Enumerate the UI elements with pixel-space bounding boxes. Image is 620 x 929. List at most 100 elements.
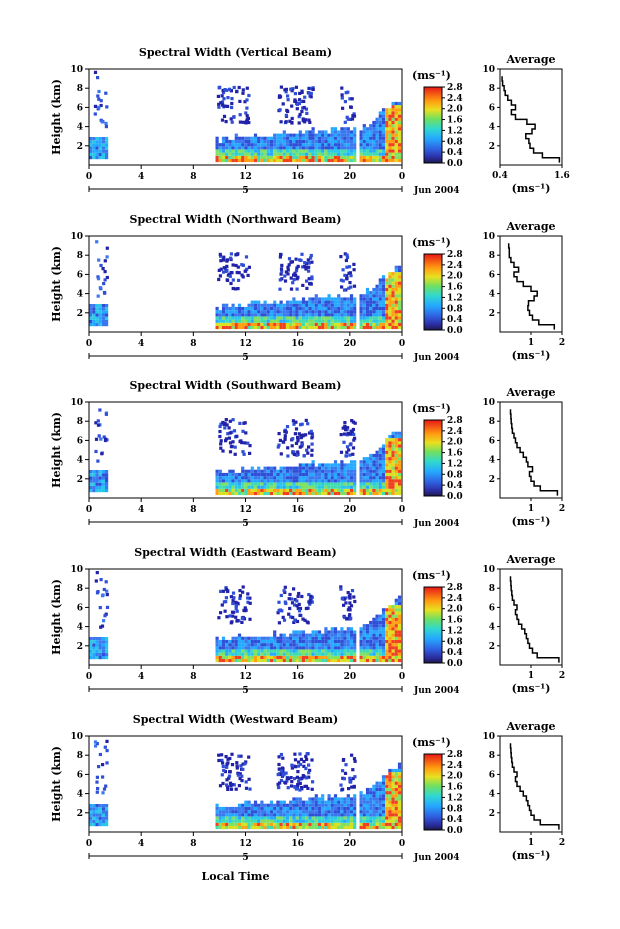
heatmap-cell (234, 316, 238, 320)
heatmap-cell (105, 146, 109, 150)
heatmap-cell (282, 639, 286, 644)
heatmap-cell (385, 438, 389, 442)
heatmap-cell (295, 646, 299, 650)
heatmap-cell (375, 825, 379, 830)
heatmap-cell (340, 127, 344, 131)
heatmap-cell (98, 807, 102, 811)
heatmap-cell (359, 488, 363, 492)
heatmap-cell (99, 263, 103, 268)
heatmap-cell (282, 655, 286, 659)
heatmap-cell (244, 143, 248, 147)
heatmap-cell (327, 797, 331, 801)
heatmap-cell (345, 445, 350, 449)
heatmap-cell (369, 124, 373, 128)
heatmap-cell (375, 306, 379, 311)
heatmap-cell (237, 784, 241, 788)
heatmap-cell (234, 133, 238, 137)
heatmap-cell (378, 800, 382, 804)
heatmap-cell (311, 149, 315, 153)
heatmap-cell (273, 300, 277, 304)
heatmap-cell (321, 297, 325, 301)
heatmap-cell (330, 319, 334, 323)
heatmap-cell (309, 91, 313, 95)
heatmap-cell (221, 316, 226, 320)
heatmap-cell (330, 130, 334, 134)
heatmap-cell (343, 313, 347, 317)
heatmap-cell (225, 268, 229, 272)
heatmap-cell (225, 258, 229, 262)
x-tick-label: 0 (86, 672, 92, 682)
heatmap-cell (283, 279, 288, 283)
heatmap-cell (388, 149, 392, 153)
heatmap-cell (349, 616, 353, 620)
heatmap-cell (237, 633, 242, 637)
heatmap-cell (105, 649, 109, 653)
heatmap-cell (98, 823, 102, 827)
heatmap-cell (346, 488, 350, 492)
heatmap-cell (95, 643, 99, 647)
heatmap-cell (234, 143, 238, 147)
heatmap-cell (397, 601, 402, 606)
heatmap-cell (247, 143, 251, 147)
heatmap-cell (324, 806, 328, 811)
heatmap-cell (362, 472, 366, 477)
heatmap-cell (269, 803, 274, 807)
heatmap-cell (324, 482, 328, 486)
heatmap-cell (340, 463, 344, 467)
heatmap-cell (359, 825, 363, 830)
heatmap-cell (95, 316, 99, 320)
average-profile-line (509, 576, 560, 663)
heatmap-cell (225, 783, 229, 787)
heatmap-cell (105, 152, 109, 157)
heatmap-cell (343, 491, 347, 496)
heatmap-cell (394, 325, 398, 330)
heatmap-cell (278, 781, 282, 785)
heatmap-cell (311, 472, 315, 477)
heatmap-cell (298, 149, 302, 153)
heatmap-cell (263, 813, 267, 817)
heatmap-cell (375, 787, 379, 792)
heatmap-cell (372, 127, 376, 131)
heatmap-cell (375, 300, 379, 304)
heatmap-cell (346, 303, 350, 307)
heatmap-cell (378, 822, 382, 826)
heatmap-cell (289, 825, 293, 830)
heatmap-cell (279, 306, 283, 311)
heatmap-cell (321, 488, 325, 492)
heatmap-cell (324, 325, 328, 330)
heatmap-cell (95, 476, 99, 480)
heatmap-cell (308, 133, 312, 137)
heatmap-cell (99, 625, 103, 629)
heatmap-cell (276, 158, 280, 163)
average-profile-line (509, 743, 560, 830)
heatmap-cell (311, 297, 315, 301)
heatmap-cell (365, 794, 370, 798)
avg-y-tick-label: 4 (489, 123, 495, 133)
heatmap-cell (105, 105, 109, 109)
heatmap-cell (292, 155, 296, 159)
heatmap-cell (385, 281, 389, 285)
heatmap-cell (263, 485, 267, 489)
heatmap-cell (381, 825, 386, 830)
heatmap-cell (317, 300, 322, 304)
heatmap-cell (321, 806, 325, 811)
heatmap-cell (89, 140, 93, 144)
heatmap-cell (266, 488, 270, 492)
heatmap-cell (391, 627, 395, 631)
heatmap-cell (346, 643, 350, 647)
heatmap-cell (362, 130, 366, 134)
heatmap-cell (298, 479, 302, 483)
heatmap-cell (105, 819, 109, 824)
heatmap-cell (92, 143, 96, 147)
heatmap-cell (349, 643, 354, 647)
heatmap-cell (215, 652, 219, 656)
heatmap-cell (369, 453, 373, 458)
heatmap-cell (388, 272, 392, 276)
heatmap-cell (282, 636, 286, 640)
heatmap-cell (378, 460, 382, 464)
heatmap-cell (247, 655, 251, 659)
heatmap-cell (279, 313, 283, 317)
heatmap-cell (372, 466, 376, 470)
heatmap-cell (330, 819, 334, 823)
heatmap-cell (292, 822, 296, 826)
